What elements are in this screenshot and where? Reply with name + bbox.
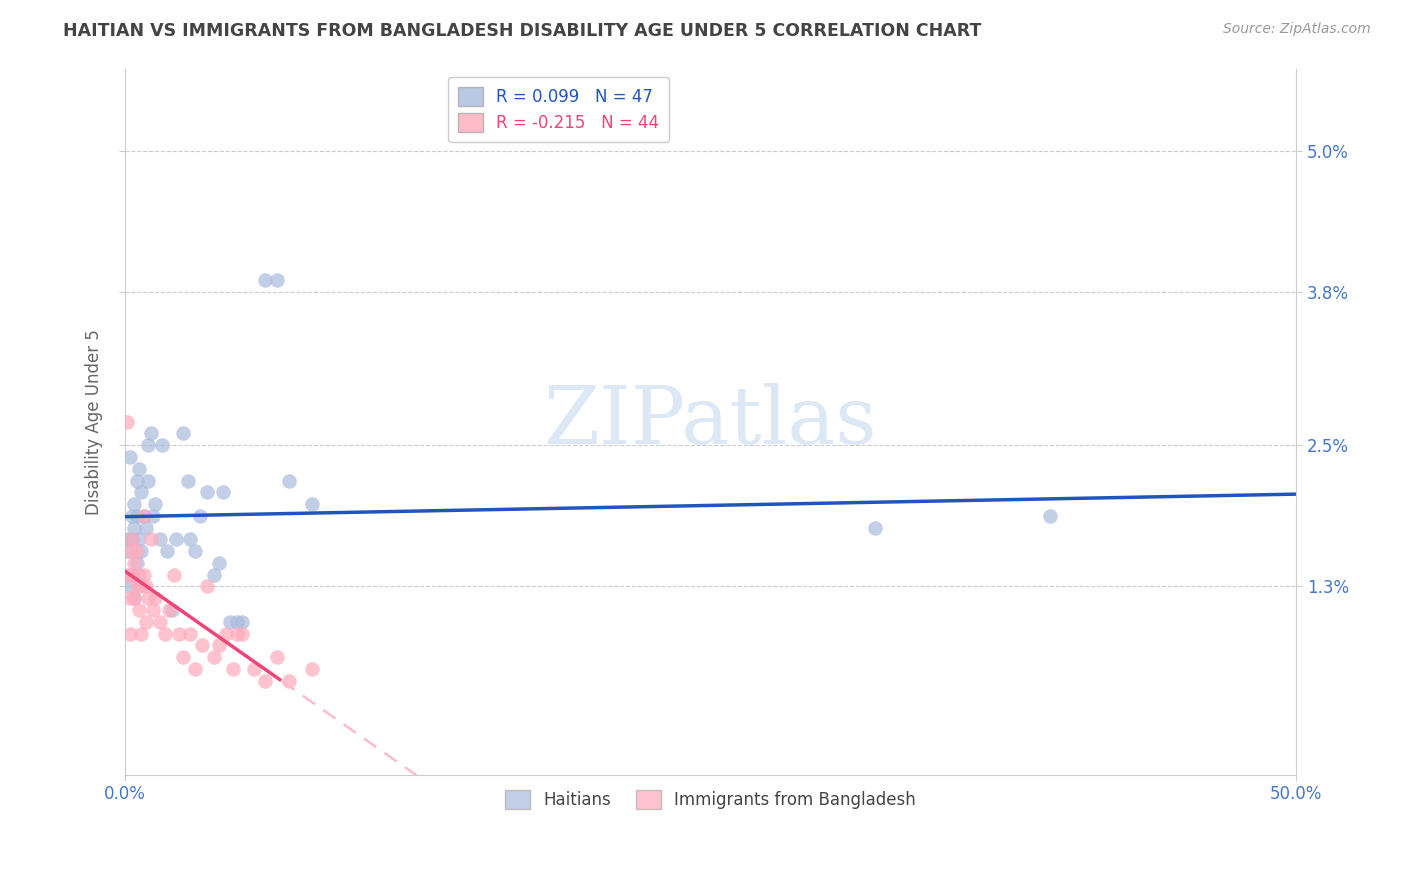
Point: [184, 662, 207, 676]
Point: [135, 520, 157, 534]
Point: [172, 650, 194, 665]
Point: [219, 615, 242, 629]
Point: [191, 638, 214, 652]
Point: [157, 603, 180, 617]
Point: [129, 579, 152, 593]
Point: [125, 544, 148, 558]
Point: [156, 544, 179, 558]
Point: [132, 508, 155, 523]
Point: [121, 567, 143, 582]
Point: [301, 497, 323, 511]
Point: [118, 450, 141, 464]
Point: [226, 615, 249, 629]
Point: [242, 662, 264, 676]
Point: [863, 520, 886, 534]
Point: [212, 485, 235, 500]
Point: [135, 579, 157, 593]
Point: [115, 415, 138, 429]
Point: [118, 544, 141, 558]
Point: [231, 615, 253, 629]
Point: [231, 626, 253, 640]
Y-axis label: Disability Age Under 5: Disability Age Under 5: [86, 329, 103, 515]
Point: [118, 591, 141, 606]
Point: [122, 556, 145, 570]
Point: [254, 673, 277, 688]
Point: [301, 662, 323, 676]
Legend: Haitians, Immigrants from Bangladesh: Haitians, Immigrants from Bangladesh: [498, 783, 922, 816]
Point: [122, 520, 145, 534]
Point: [135, 615, 157, 629]
Point: [129, 544, 152, 558]
Point: [153, 626, 176, 640]
Point: [121, 567, 143, 582]
Point: [125, 508, 148, 523]
Point: [160, 603, 183, 617]
Point: [221, 662, 243, 676]
Point: [136, 474, 159, 488]
Point: [129, 485, 152, 500]
Point: [121, 533, 143, 547]
Point: [177, 474, 200, 488]
Point: [202, 650, 225, 665]
Text: HAITIAN VS IMMIGRANTS FROM BANGLADESH DISABILITY AGE UNDER 5 CORRELATION CHART: HAITIAN VS IMMIGRANTS FROM BANGLADESH DI…: [63, 22, 981, 40]
Text: ZIPatlas: ZIPatlas: [544, 383, 877, 460]
Point: [129, 626, 152, 640]
Point: [188, 508, 211, 523]
Point: [125, 474, 148, 488]
Point: [266, 650, 288, 665]
Point: [125, 579, 148, 593]
Text: Source: ZipAtlas.com: Source: ZipAtlas.com: [1223, 22, 1371, 37]
Point: [142, 603, 165, 617]
Point: [149, 533, 172, 547]
Point: [115, 533, 138, 547]
Point: [165, 533, 187, 547]
Point: [179, 533, 201, 547]
Point: [132, 508, 155, 523]
Point: [122, 591, 145, 606]
Point: [128, 567, 150, 582]
Point: [125, 556, 148, 570]
Point: [121, 533, 143, 547]
Point: [118, 579, 141, 593]
Point: [115, 567, 138, 582]
Point: [167, 626, 190, 640]
Point: [136, 438, 159, 452]
Point: [207, 556, 229, 570]
Point: [122, 591, 145, 606]
Point: [254, 273, 277, 287]
Point: [195, 485, 218, 500]
Point: [214, 626, 236, 640]
Point: [139, 426, 162, 441]
Point: [184, 544, 207, 558]
Point: [128, 462, 150, 476]
Point: [179, 626, 201, 640]
Point: [195, 579, 218, 593]
Point: [143, 497, 166, 511]
Point: [172, 426, 194, 441]
Point: [266, 273, 288, 287]
Point: [142, 508, 165, 523]
Point: [139, 533, 162, 547]
Point: [118, 626, 141, 640]
Point: [207, 638, 229, 652]
Point: [128, 533, 150, 547]
Point: [132, 567, 155, 582]
Point: [163, 567, 186, 582]
Point: [277, 673, 299, 688]
Point: [202, 567, 225, 582]
Point: [121, 508, 143, 523]
Point: [115, 544, 138, 558]
Point: [122, 497, 145, 511]
Point: [149, 615, 172, 629]
Point: [277, 474, 299, 488]
Point: [143, 591, 166, 606]
Point: [150, 438, 173, 452]
Point: [226, 626, 249, 640]
Point: [1039, 508, 1062, 523]
Point: [128, 603, 150, 617]
Point: [136, 591, 159, 606]
